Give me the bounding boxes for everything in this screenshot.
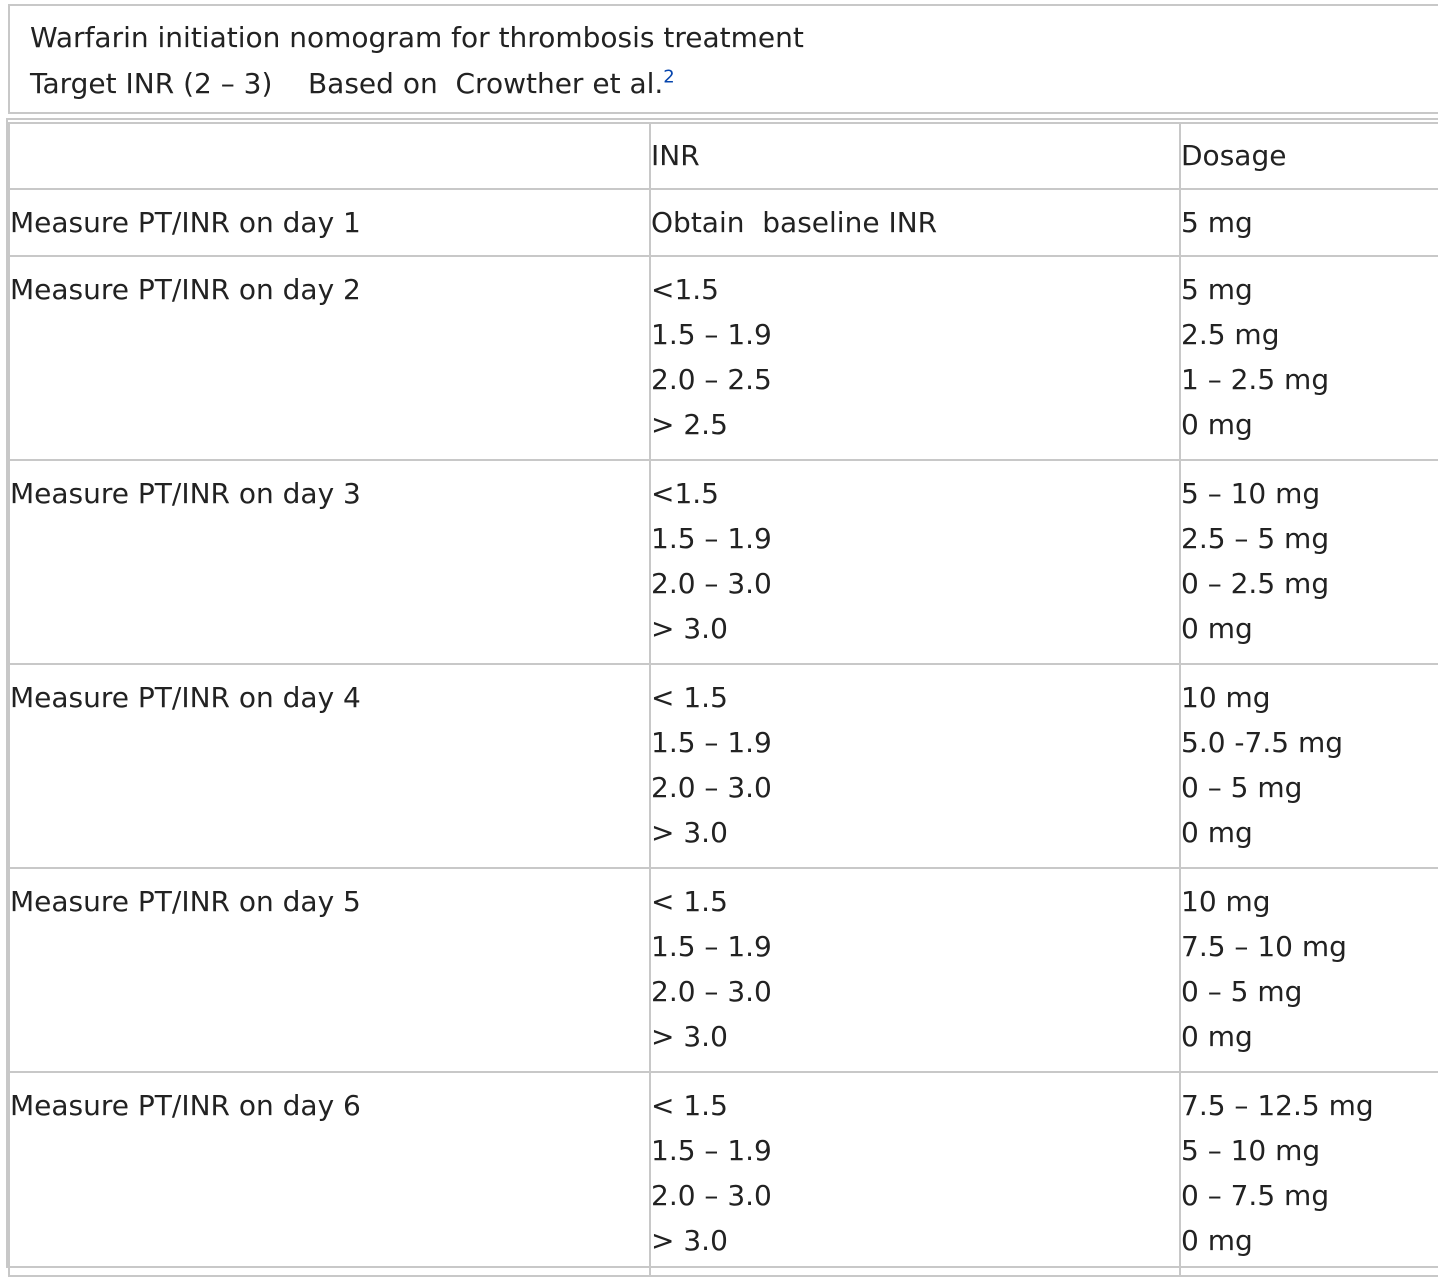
table-row: Measure PT/INR on day 3 <1.5 1.5 – 1.9 2.0 … (8, 459, 1438, 665)
dosage-value: 5 mg (1181, 206, 1253, 239)
table-row: Measure PT/INR on day 6 < 1.5 1.5 – 1.9 2.0… (8, 1071, 1438, 1277)
table-row: Measure PT/INR on day 5 < 1.5 1.5 – 1.9 2.0… (8, 867, 1438, 1073)
dosage-cell: 10 mg 5.0 -7.5 mg 0 – 5 mg 0 mg (1179, 663, 1438, 869)
dosage-value: 0 mg (1181, 1020, 1253, 1053)
table-caption: Warfarin initiation nomogram for thrombo… (8, 4, 1438, 114)
inr-range: 1.5 – 1.9 (651, 726, 772, 759)
step-cell: Measure PT/INR on day 1 (8, 188, 651, 257)
inr-range: 2.0 – 3.0 (651, 771, 772, 804)
inr-range: < 1.5 (651, 1089, 728, 1122)
inr-cell: Obtain baseline INR (649, 188, 1181, 257)
inr-cell: < 1.5 1.5 – 1.9 2.0 – 3.0 > 3.0 (649, 867, 1181, 1073)
dosage-value: 0 mg (1181, 816, 1253, 849)
inr-range: > 3.0 (651, 1224, 728, 1257)
header-inr: INR (649, 122, 1181, 190)
inr-range: > 3.0 (651, 816, 728, 849)
caption-subtitle: Target INR (2 – 3) Based on Crowther et … (30, 67, 664, 100)
dosage-value: 0 mg (1181, 408, 1253, 441)
dosage-value: 1 – 2.5 mg (1181, 363, 1330, 396)
table-row: Measure PT/INR on day 2 <1.5 1.5 – 1.9 2.0 … (8, 255, 1438, 461)
dosage-cell: 5 – 10 mg 2.5 – 5 mg 0 – 2.5 mg 0 mg (1179, 459, 1438, 665)
step-cell: Measure PT/INR on day 6 (8, 1071, 651, 1277)
inr-cell: <1.5 1.5 – 1.9 2.0 – 3.0 > 3.0 (649, 459, 1181, 665)
inr-range: 1.5 – 1.9 (651, 318, 772, 351)
step-cell: Measure PT/INR on day 5 (8, 867, 651, 1073)
dosage-value: 0 – 7.5 mg (1181, 1179, 1330, 1212)
inr-range: < 1.5 (651, 681, 728, 714)
caption-subtitle-line: Target INR (2 – 3) Based on Crowther et … (30, 64, 675, 104)
step-label: Measure PT/INR on day 1 (10, 206, 361, 239)
dosage-cell: 5 mg (1179, 188, 1438, 257)
dosage-value: 10 mg (1181, 681, 1271, 714)
table-row: Measure PT/INR on day 4 < 1.5 1.5 – 1.9 2.0… (8, 663, 1438, 869)
dosage-cell: 7.5 – 12.5 mg 5 – 10 mg 0 – 7.5 mg 0 mg (1179, 1071, 1438, 1277)
table-row: Measure PT/INR on day 1 Obtain baseline I… (8, 188, 1438, 257)
header-row: INR Dosage (8, 122, 1438, 190)
inr-range: 1.5 – 1.9 (651, 1134, 772, 1167)
inr-range: 1.5 – 1.9 (651, 930, 772, 963)
dosage-value: 2.5 mg (1181, 318, 1280, 351)
dosage-value: 0 – 5 mg (1181, 771, 1303, 804)
inr-range: 2.0 – 2.5 (651, 363, 772, 396)
dosage-value: 5 – 10 mg (1181, 1134, 1321, 1167)
dosage-value: 5 mg (1181, 273, 1253, 306)
dosage-value: 2.5 – 5 mg (1181, 522, 1330, 555)
inr-cell: <1.5 1.5 – 1.9 2.0 – 2.5 > 2.5 (649, 255, 1181, 461)
dosage-cell: 10 mg 7.5 – 10 mg 0 – 5 mg 0 mg (1179, 867, 1438, 1073)
inr-range: > 3.0 (651, 612, 728, 645)
inr-range: Obtain baseline INR (651, 206, 938, 239)
dosage-value: 10 mg (1181, 885, 1271, 918)
step-cell: Measure PT/INR on day 4 (8, 663, 651, 869)
header-dosage: Dosage (1179, 122, 1438, 190)
table-body: Measure PT/INR on day 1 Obtain baseline I… (8, 188, 1438, 1277)
step-cell: Measure PT/INR on day 2 (8, 255, 651, 461)
step-label: Measure PT/INR on day 2 (10, 273, 361, 306)
step-label: Measure PT/INR on day 4 (10, 681, 361, 714)
caption-title: Warfarin initiation nomogram for thrombo… (30, 21, 804, 54)
dosage-value: 5.0 -7.5 mg (1181, 726, 1344, 759)
inr-range: <1.5 (651, 273, 719, 306)
dosage-value: 0 mg (1181, 1224, 1253, 1257)
inr-range: 1.5 – 1.9 (651, 522, 772, 555)
citation-link[interactable]: 2 (663, 66, 675, 88)
inr-range: < 1.5 (651, 885, 728, 918)
inr-range: 2.0 – 3.0 (651, 1179, 772, 1212)
dosage-cell: 5 mg 2.5 mg 1 – 2.5 mg 0 mg (1179, 255, 1438, 461)
dosage-value: 5 – 10 mg (1181, 477, 1321, 510)
dosage-value: 7.5 – 10 mg (1181, 930, 1347, 963)
dosage-value: 0 – 5 mg (1181, 975, 1303, 1008)
step-label: Measure PT/INR on day 3 (10, 477, 361, 510)
dosage-value: 0 mg (1181, 612, 1253, 645)
step-cell: Measure PT/INR on day 3 (8, 459, 651, 665)
header-step (8, 122, 651, 190)
inr-range: 2.0 – 3.0 (651, 975, 772, 1008)
dosage-value: 0 – 2.5 mg (1181, 567, 1330, 600)
step-label: Measure PT/INR on day 5 (10, 885, 361, 918)
inr-range: > 2.5 (651, 408, 728, 441)
inr-cell: < 1.5 1.5 – 1.9 2.0 – 3.0 > 3.0 (649, 663, 1181, 869)
step-label: Measure PT/INR on day 6 (10, 1089, 361, 1122)
inr-range: > 3.0 (651, 1020, 728, 1053)
nomogram-table: INR Dosage Measure PT/INR on day 1 Obtain… (8, 122, 1438, 1277)
dosage-value: 7.5 – 12.5 mg (1181, 1089, 1374, 1122)
inr-range: 2.0 – 3.0 (651, 567, 772, 600)
inr-range: <1.5 (651, 477, 719, 510)
inr-cell: < 1.5 1.5 – 1.9 2.0 – 3.0 > 3.0 (649, 1071, 1181, 1277)
